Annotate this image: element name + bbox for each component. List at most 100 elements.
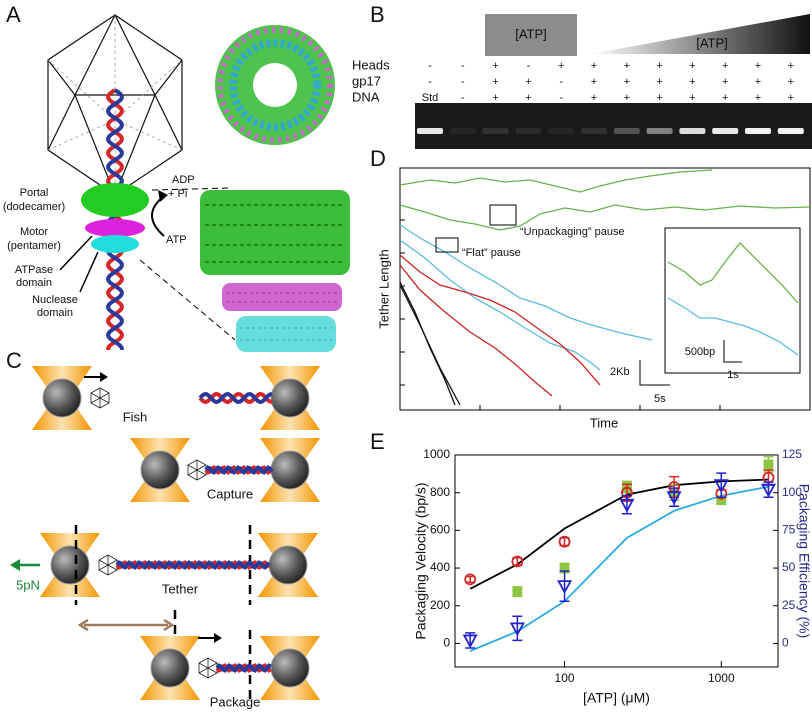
point bbox=[462, 634, 478, 649]
scale-label: 500bp bbox=[685, 346, 716, 358]
cell: + bbox=[656, 76, 662, 88]
cell: + bbox=[525, 92, 531, 104]
cell: + bbox=[788, 92, 794, 104]
axis-label: Tether Length bbox=[376, 249, 391, 329]
label: Tether bbox=[162, 581, 199, 596]
cell: + bbox=[755, 76, 761, 88]
cell: - bbox=[428, 76, 432, 88]
error-bar bbox=[559, 570, 570, 602]
point bbox=[558, 535, 571, 548]
highlight-box bbox=[489, 204, 517, 226]
panel-c: C Fish Capture 5pN Tether Package bbox=[6, 348, 321, 709]
cell: + bbox=[492, 92, 498, 104]
row-label: Heads bbox=[352, 57, 390, 72]
plot-frame bbox=[399, 167, 811, 411]
x-tick-label: 100 bbox=[555, 671, 575, 685]
cell: + bbox=[525, 76, 531, 88]
y2-tick-label: 100 bbox=[782, 485, 802, 499]
gel-band bbox=[482, 128, 509, 134]
row-label: DNA bbox=[352, 89, 380, 104]
traces bbox=[399, 169, 811, 406]
dna-strand bbox=[215, 663, 272, 673]
cell: - bbox=[461, 76, 465, 88]
cell: + bbox=[656, 92, 662, 104]
axis-label: Time bbox=[590, 415, 618, 430]
point bbox=[557, 580, 573, 595]
y-tick-label: 200 bbox=[430, 598, 450, 612]
cell: + bbox=[722, 60, 728, 72]
y2-tick-label: 125 bbox=[782, 447, 802, 461]
label: domain bbox=[16, 277, 52, 289]
dna-strand bbox=[204, 465, 274, 475]
y2-axis-label: Packaging Efficiency (%) bbox=[796, 484, 812, 639]
cell: Std bbox=[422, 92, 439, 104]
cell: + bbox=[689, 92, 695, 104]
cycle-arrow bbox=[151, 195, 165, 237]
fit-line bbox=[469, 485, 769, 652]
cell: - bbox=[428, 60, 432, 72]
label: Capture bbox=[207, 486, 253, 501]
cell: - bbox=[559, 76, 563, 88]
y-tick-label: 1000 bbox=[423, 447, 450, 461]
cell: + bbox=[492, 76, 498, 88]
cell: + bbox=[624, 76, 630, 88]
annotation: “Unpackaging” pause bbox=[520, 226, 625, 238]
panel-letter: C bbox=[6, 348, 22, 373]
label: ADP bbox=[172, 174, 195, 186]
cell: - bbox=[559, 92, 563, 104]
portal-side-view bbox=[200, 190, 350, 352]
label: + Pi bbox=[168, 188, 187, 200]
scale-label: 5s bbox=[654, 393, 666, 405]
atp-box bbox=[485, 14, 577, 56]
cell: + bbox=[624, 60, 630, 72]
cell: + bbox=[788, 76, 794, 88]
label: (pentamer) bbox=[7, 240, 61, 252]
gel-band bbox=[515, 128, 542, 134]
dna-strand bbox=[198, 391, 273, 405]
zoom-line bbox=[139, 187, 236, 341]
y-tick-label: 0 bbox=[443, 636, 450, 650]
plot-frame bbox=[454, 454, 779, 668]
scale-label: 1s bbox=[727, 369, 739, 381]
label: Portal bbox=[20, 187, 49, 199]
gel-band bbox=[777, 128, 804, 134]
y2-tick-label: 0 bbox=[782, 636, 789, 650]
error-bar bbox=[512, 615, 523, 642]
cell: + bbox=[591, 76, 597, 88]
cell: + bbox=[689, 76, 695, 88]
dna-strand bbox=[115, 560, 271, 570]
panel-d: D Tether Length Time “Unpackaging” pause… bbox=[370, 146, 811, 430]
dna-strands bbox=[115, 391, 274, 673]
row-label: gp17 bbox=[352, 73, 381, 88]
cell: - bbox=[461, 92, 465, 104]
panel-letter: B bbox=[370, 2, 385, 27]
y-tick-label: 600 bbox=[430, 523, 450, 537]
atp-gradient bbox=[590, 14, 810, 54]
label: [ATP] bbox=[696, 35, 728, 50]
cell: - bbox=[461, 60, 465, 72]
annotation: “Flat” pause bbox=[462, 247, 521, 259]
gel-table: Heads - - + - + + + + + + + + gp17 - - + + - + + + + + + + DNA Std -… bbox=[352, 57, 804, 134]
point bbox=[619, 498, 635, 513]
panel-b: B [ATP] [ATP] Heads - - + - + + + + + + + + gp17 - - + + -… bbox=[352, 2, 812, 149]
arrow-head bbox=[158, 190, 168, 202]
label: domain bbox=[37, 307, 73, 319]
y2-tick-label: 25 bbox=[782, 598, 796, 612]
y2-tick-label: 75 bbox=[782, 523, 796, 537]
cell: + bbox=[558, 60, 564, 72]
gel-band bbox=[646, 128, 673, 134]
point bbox=[760, 483, 777, 498]
point bbox=[464, 573, 477, 586]
gel-band bbox=[712, 128, 739, 134]
cell: + bbox=[624, 92, 630, 104]
point bbox=[509, 622, 525, 637]
label: Fish bbox=[123, 409, 148, 424]
label: (dodecamer) bbox=[3, 201, 65, 213]
cell: + bbox=[755, 92, 761, 104]
gel-band bbox=[679, 128, 706, 134]
label: 5pN bbox=[16, 577, 40, 592]
label: [ATP] bbox=[515, 26, 547, 41]
panel-letter: E bbox=[370, 429, 385, 454]
x-tick-label: 1000 bbox=[708, 671, 735, 685]
point bbox=[512, 586, 523, 597]
